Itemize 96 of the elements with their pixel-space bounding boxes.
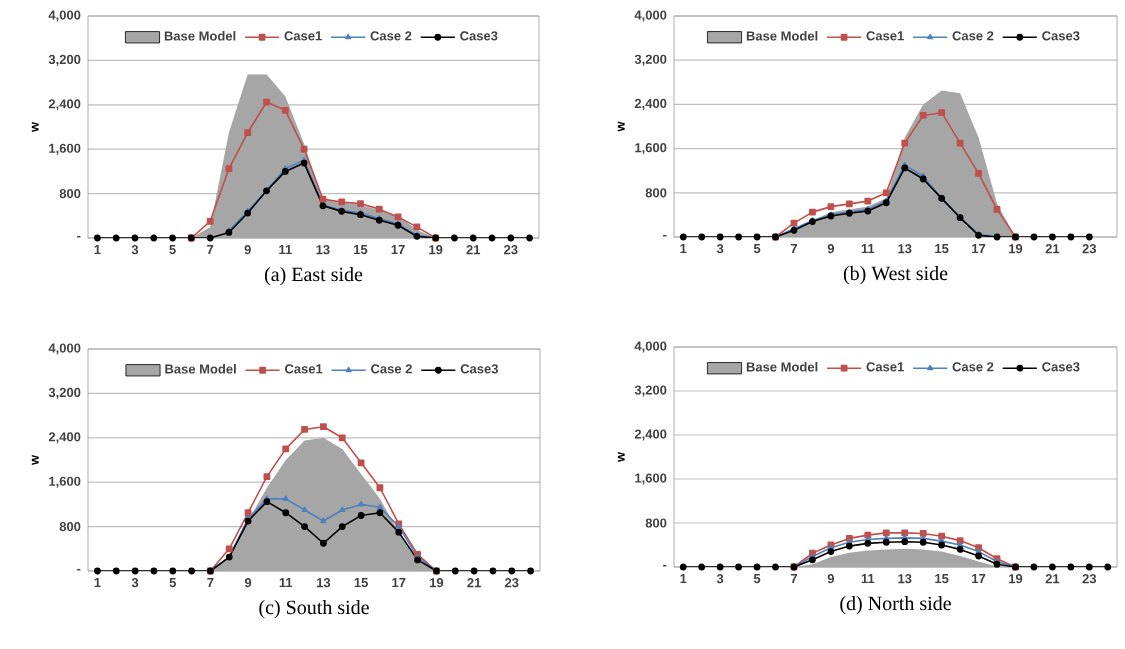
x-tick-label: 9 [244, 578, 252, 588]
text: (c) South side [259, 600, 369, 619]
x-tick-label: 11 [861, 244, 875, 254]
legend-label: Case1 [866, 31, 904, 41]
x-tick-label: 3 [131, 245, 139, 255]
legend-label: Case 2 [952, 31, 994, 41]
y-tick-label: 3,200 [48, 387, 81, 399]
legend-label: Case1 [284, 31, 322, 41]
y-tick-label: 800 [59, 189, 81, 199]
x-tick-label: 1 [680, 244, 687, 254]
legend-label: Case1 [284, 364, 323, 374]
x-tick-label: 9 [827, 244, 835, 254]
y-tick-label: - [77, 568, 81, 571]
y-tick-label: 3,200 [634, 385, 667, 397]
x-tick-label: 5 [169, 578, 176, 588]
x-tick-label: 13 [898, 244, 912, 254]
x-tick-label: 15 [354, 578, 368, 588]
x-tick-label: 5 [169, 245, 176, 255]
x-tick-label: 7 [207, 578, 214, 588]
y-tick-label: 2,400 [634, 98, 667, 110]
x-tick-label: 15 [354, 245, 368, 255]
legend-label: Case 2 [370, 31, 412, 41]
y-tick-label: 1,600 [635, 473, 667, 485]
x-tick-label: 3 [131, 578, 139, 588]
text: (a) East side [264, 267, 363, 286]
x-tick-label: 5 [753, 244, 761, 254]
text: (b) West side [843, 266, 948, 285]
y-tick-label: 1,600 [49, 476, 81, 488]
y-tick-label: 2,400 [634, 429, 667, 441]
y-tick-label: 800 [59, 522, 81, 532]
legend-label: Base Model [164, 31, 236, 41]
y-tick-label: - [663, 234, 667, 237]
y-tick-label: 3,200 [634, 54, 667, 66]
x-tick-label: 17 [392, 578, 406, 588]
legend-label: Base Model [165, 364, 236, 374]
x-tick-label: 17 [391, 245, 405, 255]
y-axis-title: w [617, 451, 625, 463]
x-tick-label: 7 [207, 245, 214, 255]
legend-label: Base Model [746, 362, 818, 372]
text: (d) North side [840, 596, 951, 615]
x-tick-label: 7 [790, 244, 798, 254]
y-tick-label: 1,600 [49, 143, 81, 155]
y-axis-title: w [617, 121, 625, 132]
x-tick-label: 15 [935, 244, 949, 254]
x-tick-label: 3 [716, 244, 724, 254]
x-tick-label: 23 [1082, 244, 1097, 254]
x-tick-label: 1 [94, 245, 101, 255]
x-tick-label: 11 [279, 578, 293, 588]
x-tick-label: 7 [790, 574, 798, 584]
y-tick-label: 2,400 [48, 99, 81, 111]
y-tick-label: 4,000 [634, 10, 667, 22]
x-tick-label: 13 [316, 245, 330, 255]
x-tick-label: 19 [1009, 574, 1023, 584]
x-tick-label: 9 [827, 574, 835, 584]
x-tick-label: 11 [279, 245, 292, 255]
x-tick-label: 17 [972, 574, 986, 584]
x-tick-label: 9 [244, 245, 251, 255]
x-tick-label: 23 [504, 578, 519, 588]
x-tick-label: 21 [467, 578, 481, 588]
x-tick-label: 17 [972, 244, 986, 254]
x-tick-label: 21 [1045, 574, 1060, 584]
y-tick-label: 3,200 [48, 54, 81, 66]
x-tick-label: 13 [898, 574, 912, 584]
legend-label: Case3 [1042, 362, 1080, 372]
x-tick-label: 5 [753, 574, 761, 584]
x-tick-label: 23 [1082, 574, 1097, 584]
y-tick-label: 800 [645, 188, 667, 198]
legend-label: Case3 [1042, 31, 1080, 41]
x-tick-label: 19 [429, 245, 443, 255]
x-tick-label: 11 [861, 574, 875, 584]
y-tick-label: 2,400 [48, 432, 81, 444]
x-tick-label: 23 [504, 245, 518, 255]
x-tick-label: 3 [716, 574, 724, 584]
legend-label: Case 2 [952, 362, 994, 372]
x-tick-label: 19 [1009, 244, 1023, 254]
y-tick-label: - [663, 564, 667, 567]
y-axis-title: w [31, 121, 39, 133]
legend-label: Case3 [460, 364, 498, 374]
y-tick-label: 4,000 [634, 341, 667, 353]
legend-label: Case1 [866, 362, 904, 372]
y-tick-label: 800 [645, 518, 667, 528]
legend-label: Case 2 [371, 364, 412, 374]
x-tick-label: 1 [94, 578, 101, 588]
x-tick-label: 15 [935, 574, 949, 584]
y-tick-label: 4,000 [48, 10, 81, 22]
y-tick-label: 1,600 [635, 143, 667, 155]
y-axis-title: w [31, 454, 39, 466]
legend-label: Case3 [460, 31, 498, 41]
x-tick-label: 13 [317, 578, 331, 588]
x-tick-label: 1 [680, 574, 687, 584]
x-tick-label: 21 [1045, 244, 1060, 254]
x-tick-label: 21 [466, 245, 481, 255]
legend-label: Base Model [746, 31, 818, 41]
y-tick-label: 4,000 [48, 343, 81, 355]
x-tick-label: 19 [430, 578, 444, 588]
y-tick-label: - [77, 235, 81, 238]
